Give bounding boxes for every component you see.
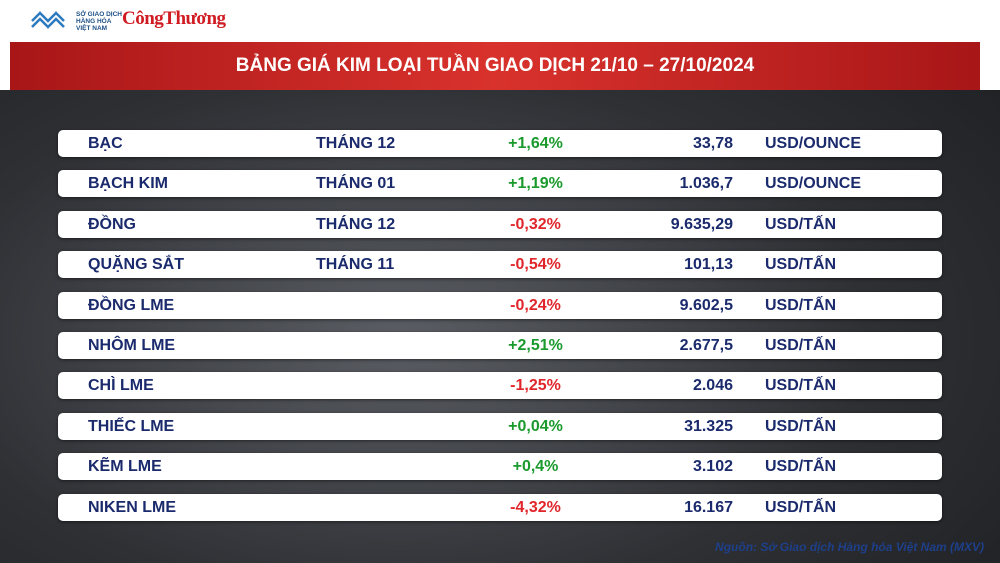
cell-name: BẠC (88, 135, 123, 152)
cell-price: 1.036,7 (679, 175, 733, 193)
cell-name: KẼM LME (88, 458, 162, 476)
cell-price: 16.167 (684, 498, 733, 516)
cell-name: ĐỒNG (88, 215, 136, 233)
exchange-logo: SỞ GIAO DỊCH HÀNG HÓA VIỆT NAM (30, 10, 122, 32)
cell-change: -0,54% (510, 256, 561, 274)
exchange-name: SỞ GIAO DỊCH HÀNG HÓA VIỆT NAM (76, 11, 122, 32)
cell-change: -0,32% (510, 215, 561, 233)
cell-unit: USD/TẤN (765, 458, 837, 476)
cell-unit: USD/TẤN (765, 256, 837, 274)
cell-month: THÁNG 11 (316, 256, 395, 274)
table-row: BẠC THÁNG 12 +1,64% 33,78 USD/OUNCE (58, 130, 942, 157)
table-row: NHÔM LME +2,51% 2.677,5 USD/TẤN (58, 332, 942, 359)
table-row: QUẶNG SẮT THÁNG 11 -0,54% 101,13 USD/TẤN (58, 251, 942, 279)
cell-name: QUẶNG SẮT (88, 256, 184, 274)
cell-price: 33,78 (692, 135, 733, 152)
cell-change: -0,24% (510, 296, 561, 314)
cell-name: THIẾC LME (88, 417, 175, 435)
cell-price: 2.677,5 (679, 337, 733, 354)
title-banner (10, 42, 980, 90)
cell-name: ĐỒNG LME (88, 296, 175, 314)
exchange-line: SỞ GIAO DỊCH (76, 10, 122, 18)
table-row: KẼM LME +0,4% 3.102 USD/TẤN (58, 453, 942, 481)
cell-price: 9.602,5 (679, 296, 733, 314)
table-row: THIẾC LME +0,04% 31.325 USD/TẤN (58, 412, 942, 440)
table-row: BẠCH KIM THÁNG 01 +1,19% 1.036,7 USD/OUNCE (58, 170, 942, 198)
table-row: NIKEN LME -4,32% 16.167 USD/TẤN (58, 493, 942, 521)
cell-price: 2.046 (692, 377, 733, 395)
table-row: ĐỒNG THÁNG 12 -0,32% 9.635,29 USD/TẤN (58, 210, 942, 238)
cell-unit: USD/OUNCE (765, 135, 862, 152)
cell-change: +0,4% (512, 458, 559, 476)
cell-change: +0,04% (508, 417, 563, 435)
cell-price: 9.635,29 (670, 215, 733, 233)
cell-change: +2,51% (508, 337, 563, 354)
newspaper-logo: CôngThương (122, 8, 226, 29)
cell-change: -1,25% (510, 377, 561, 395)
cell-unit: USD/TẤN (765, 417, 837, 435)
cell-price: 101,13 (684, 256, 733, 274)
cell-unit: USD/TẤN (765, 498, 837, 516)
logo-icon (31, 11, 65, 29)
title: BẢNG GIÁ KIM LOẠI TUẦN GIAO DỊCH 21/10 –… (235, 55, 755, 76)
cell-price: 3.102 (692, 458, 733, 476)
table-row: ĐỒNG LME -0,24% 9.602,5 USD/TẤN (58, 291, 942, 319)
cell-unit: USD/OUNCE (765, 175, 862, 193)
cell-change: +1,64% (508, 135, 563, 152)
cell-name: CHÌ LME (88, 377, 154, 395)
cell-change: -4,32% (510, 498, 561, 516)
cell-change: +1,19% (508, 175, 563, 193)
cell-name: BẠCH KIM (88, 175, 168, 193)
table-row: CHÌ LME -1,25% 2.046 USD/TẤN (58, 372, 942, 400)
cell-unit: USD/TẤN (765, 215, 837, 233)
source: Nguồn: Sở Giao dịch Hàng hóa Việt Nam (M… (715, 540, 984, 554)
cell-month: THÁNG 12 (316, 215, 396, 233)
cell-price: 31.325 (684, 417, 733, 435)
cell-unit: USD/TẤN (765, 296, 837, 314)
cell-name: NHÔM LME (88, 337, 176, 354)
exchange-line: HÀNG HÓA (76, 17, 112, 25)
cell-unit: USD/TẤN (765, 337, 837, 354)
cell-name: NIKEN LME (88, 498, 176, 516)
cell-month: THÁNG 12 (316, 135, 396, 152)
exchange-line: VIỆT NAM (76, 24, 108, 32)
cell-month: THÁNG 01 (316, 175, 396, 193)
cell-unit: USD/TẤN (765, 377, 837, 395)
